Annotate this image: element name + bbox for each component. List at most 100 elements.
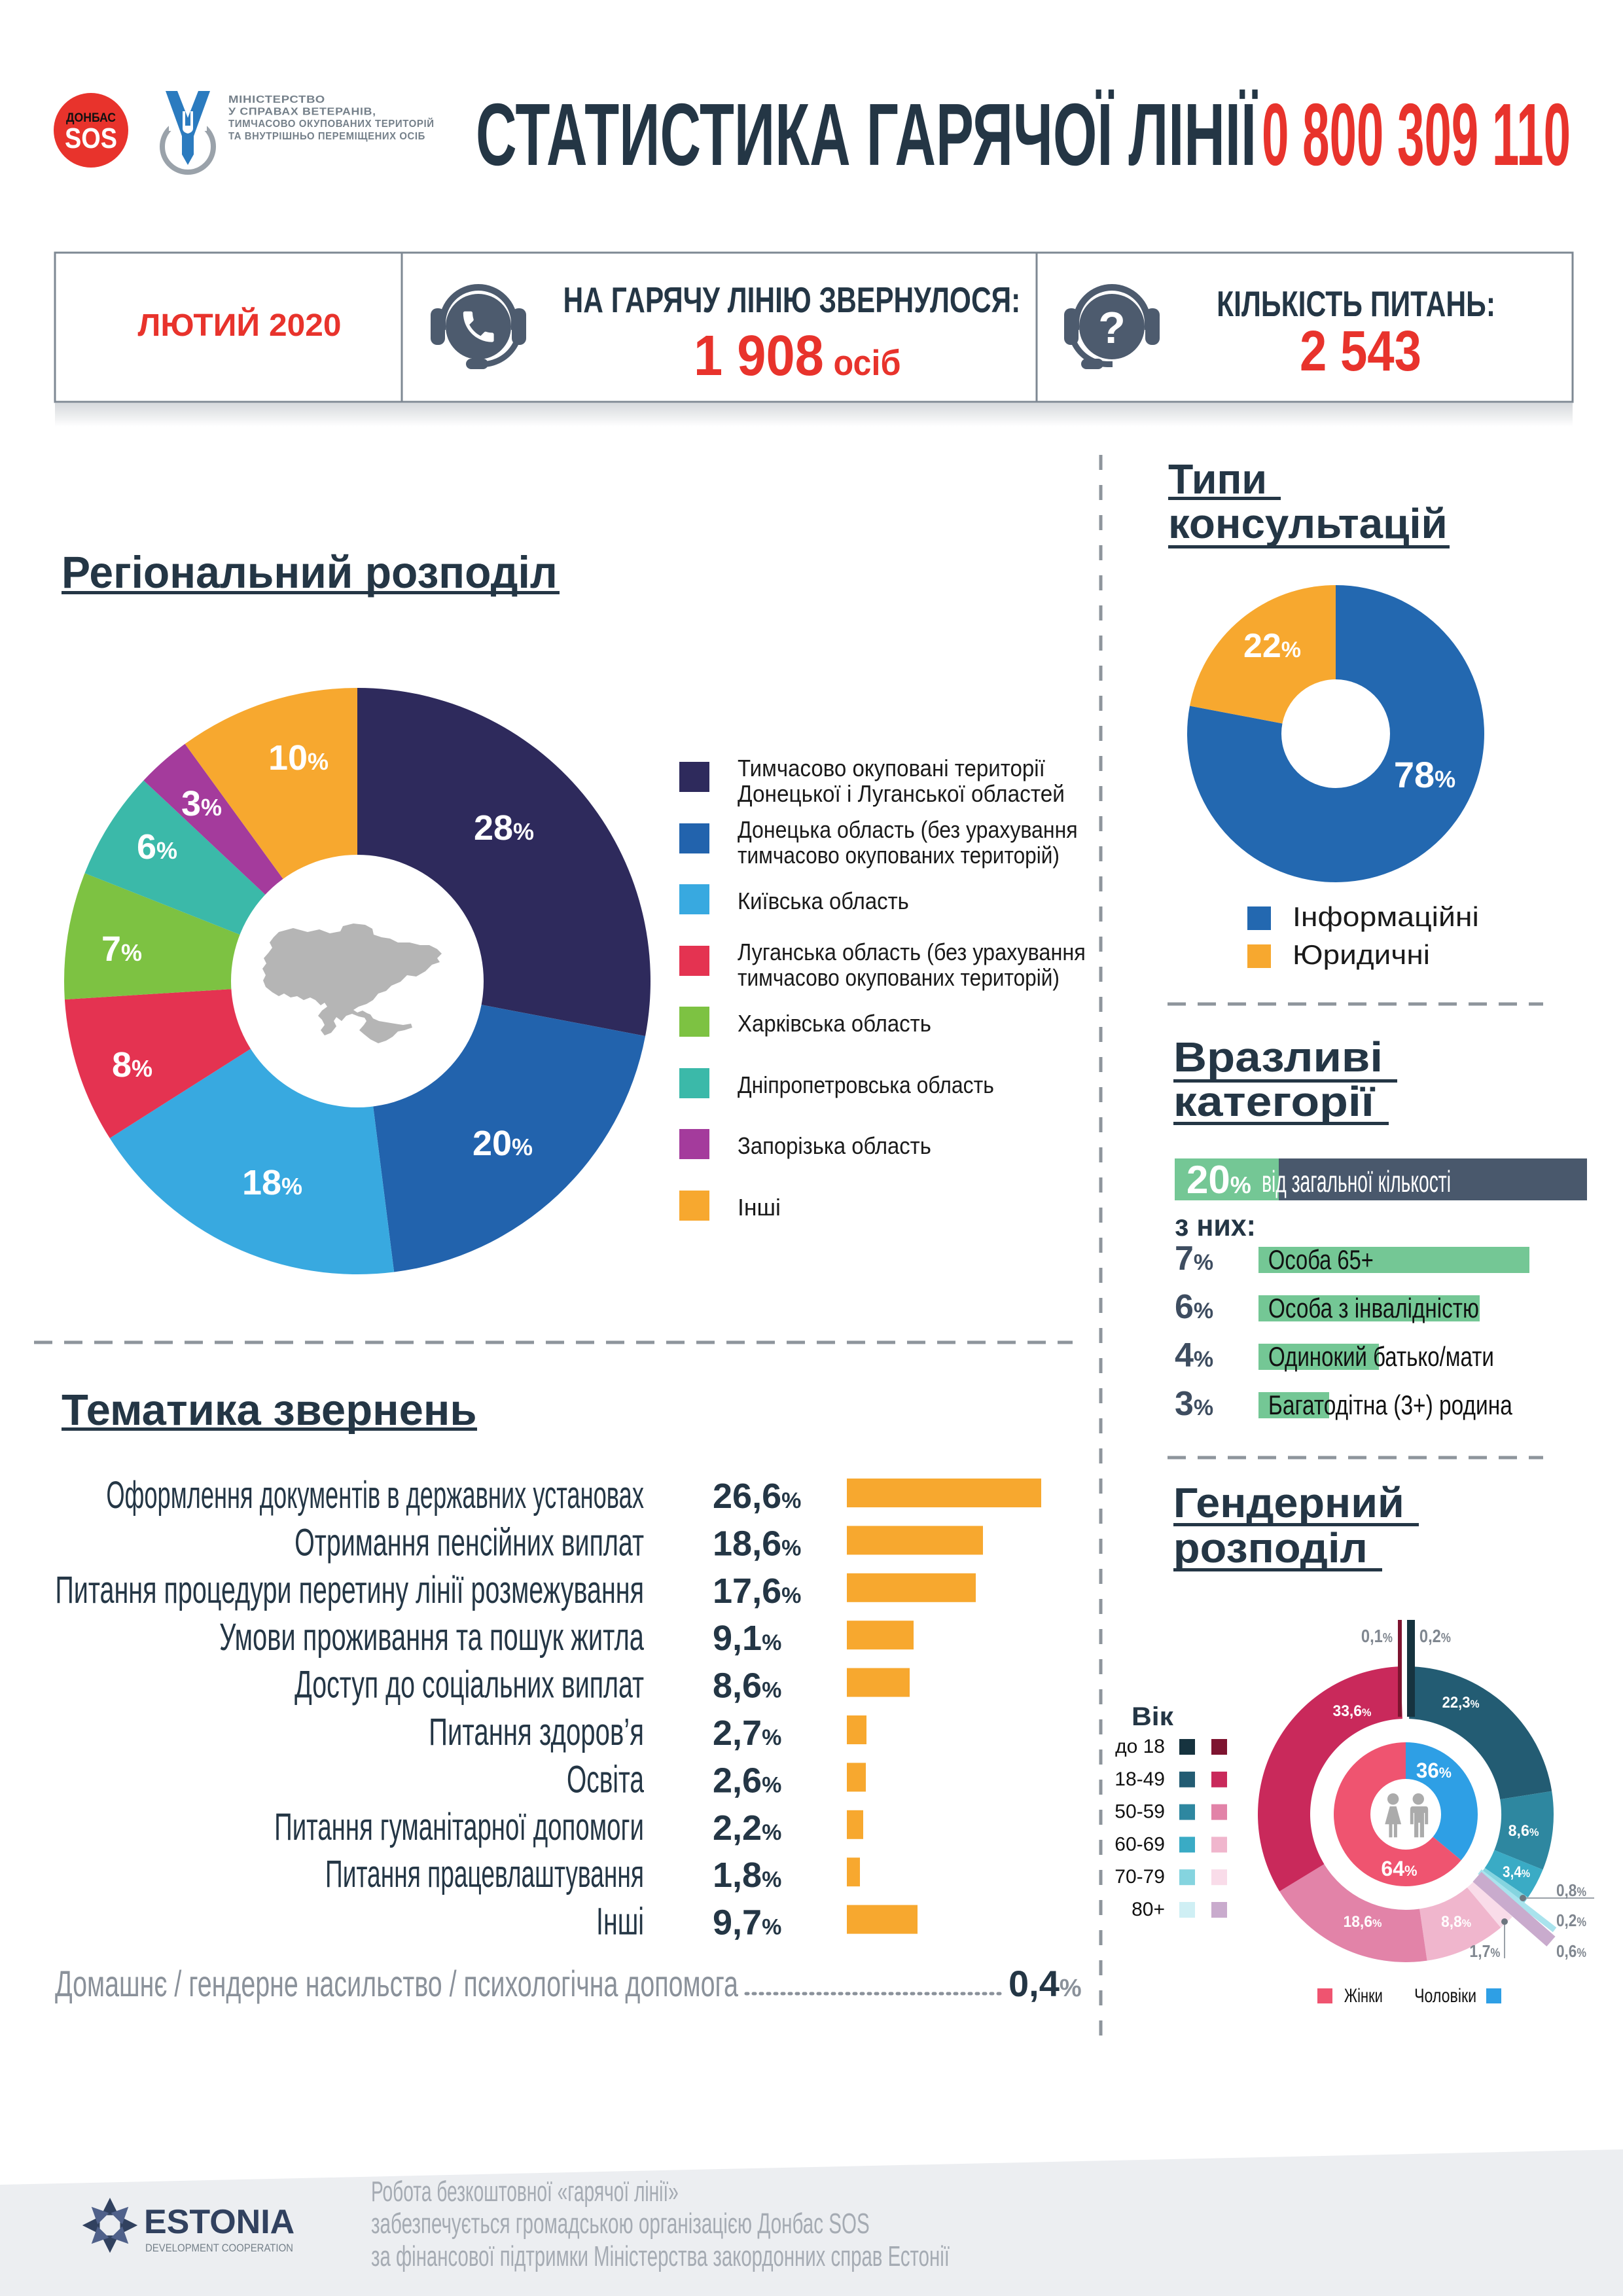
svg-text:0 800 309 110: 0 800 309 110 — [1262, 86, 1571, 185]
svg-text:6%: 6% — [137, 827, 177, 867]
svg-text:Освіта: Освіта — [567, 1759, 644, 1801]
svg-text:Оформлення документів в держав: Оформлення документів в державних устано… — [106, 1474, 644, 1516]
svg-text:80+: 80+ — [1132, 1899, 1165, 1920]
svg-text:Питання працевлаштування: Питання працевлаштування — [325, 1854, 644, 1895]
svg-text:Київська область: Київська область — [738, 889, 909, 915]
svg-text:Інші: Інші — [596, 1900, 644, 1943]
svg-text:3,4%: 3,4% — [1503, 1863, 1530, 1881]
svg-text:Інші: Інші — [738, 1194, 781, 1221]
svg-text:1,7%: 1,7% — [1469, 1943, 1500, 1962]
svg-text:60-69: 60-69 — [1115, 1833, 1165, 1855]
svg-text:10%: 10% — [268, 738, 329, 778]
svg-text:Дніпропетровська область: Дніпропетровська область — [738, 1072, 994, 1098]
svg-text:22%: 22% — [1243, 627, 1301, 665]
svg-text:36%: 36% — [1416, 1759, 1452, 1782]
svg-text:Питання гуманітарної допомоги: Питання гуманітарної допомоги — [274, 1806, 644, 1848]
svg-text:з них:: з них: — [1175, 1210, 1256, 1243]
svg-text:Луганська область (без урахува: Луганська область (без урахування — [738, 939, 1086, 965]
svg-text:33,6%: 33,6% — [1332, 1702, 1371, 1720]
svg-text:28%: 28% — [474, 808, 534, 848]
svg-text:1,8%: 1,8% — [713, 1856, 781, 1895]
svg-text:ДОНБАС: ДОНБАС — [66, 110, 116, 124]
svg-text:Запорізька область: Запорізька область — [738, 1134, 931, 1160]
svg-text:Домашнє / гендерне насильство: Домашнє / гендерне насильство / психолог… — [55, 1964, 738, 2004]
svg-text:Донецької і Луганської областе: Донецької і Луганської областей — [738, 781, 1065, 807]
svg-text:Регіональний розподіл: Регіональний розподіл — [62, 548, 558, 598]
svg-text:0,6%: 0,6% — [1556, 1943, 1586, 1962]
svg-text:0,2%: 0,2% — [1419, 1626, 1451, 1646]
svg-text:2,6%: 2,6% — [713, 1761, 781, 1800]
svg-text:2,7%: 2,7% — [713, 1713, 781, 1753]
svg-text:4%: 4% — [1175, 1336, 1213, 1374]
svg-text:Типи: Типи — [1168, 456, 1267, 503]
svg-text:ТИМЧАСОВО ОКУПОВАНИХ ТЕРИТОРІЙ: ТИМЧАСОВО ОКУПОВАНИХ ТЕРИТОРІЙ — [228, 118, 435, 130]
svg-text:22,3%: 22,3% — [1442, 1693, 1480, 1711]
svg-text:Одинокий батько/мати: Одинокий батько/мати — [1268, 1342, 1494, 1372]
svg-text:Вік: Вік — [1132, 1702, 1173, 1731]
svg-text:Інформаційні: Інформаційні — [1293, 902, 1479, 932]
svg-text:Донецька область (без урахуван: Донецька область (без урахування — [738, 817, 1078, 843]
svg-text:2 543: 2 543 — [1300, 320, 1421, 384]
svg-text:від загальної кількості: від загальної кількості — [1262, 1165, 1451, 1199]
svg-text:8%: 8% — [112, 1045, 152, 1085]
svg-text:9,1%: 9,1% — [713, 1619, 781, 1658]
svg-text:тимчасово окупованих територій: тимчасово окупованих територій) — [738, 842, 1060, 869]
svg-text:Отримання пенсійних виплат: Отримання пенсійних виплат — [294, 1521, 644, 1564]
svg-text:Харківська область: Харківська область — [738, 1011, 931, 1037]
svg-text:0,2%: 0,2% — [1556, 1912, 1586, 1931]
svg-text:категорії: категорії — [1173, 1079, 1376, 1125]
svg-text:18-49: 18-49 — [1115, 1768, 1165, 1790]
svg-text:26,6%: 26,6% — [713, 1477, 801, 1516]
svg-text:за фінансової підтримки Мініс: за фінансової підтримки Міністерства зак… — [371, 2240, 950, 2272]
svg-text:70-79: 70-79 — [1115, 1866, 1165, 1888]
svg-text:7%: 7% — [101, 929, 142, 969]
svg-text:DEVELOPMENT COOPERATION: DEVELOPMENT COOPERATION — [145, 2242, 293, 2254]
svg-text:Гендерний: Гендерний — [1173, 1479, 1404, 1526]
svg-text:Особа з інвалідністю: Особа з інвалідністю — [1268, 1293, 1479, 1324]
svg-text:Робота безкоштовної «гарячої л: Робота безкоштовної «гарячої лінії» — [371, 2176, 679, 2208]
svg-text:64%: 64% — [1381, 1857, 1417, 1880]
svg-text:Вразливі: Вразливі — [1173, 1034, 1383, 1081]
svg-text:3%: 3% — [181, 784, 222, 823]
svg-text:18%: 18% — [242, 1163, 302, 1202]
svg-text:консультацій: консультацій — [1168, 500, 1448, 547]
svg-text:9,7%: 9,7% — [713, 1903, 781, 1943]
svg-text:0,4%: 0,4% — [1008, 1963, 1082, 2004]
svg-text:7%: 7% — [1175, 1240, 1213, 1278]
svg-text:0,1%: 0,1% — [1361, 1626, 1393, 1646]
svg-text:Тематика звернень: Тематика звернень — [62, 1386, 477, 1435]
svg-text:18,6%: 18,6% — [713, 1524, 801, 1563]
svg-text:ESTONIA: ESTONIA — [144, 2203, 294, 2241]
svg-text:?: ? — [1098, 303, 1126, 353]
svg-text:18,6%: 18,6% — [1343, 1913, 1382, 1931]
svg-text:Юридичні: Юридичні — [1293, 940, 1430, 971]
svg-text:тимчасово окупованих територій: тимчасово окупованих територій) — [738, 965, 1060, 991]
svg-text:Багатодітна (3+) родина: Багатодітна (3+) родина — [1268, 1391, 1513, 1421]
svg-text:Питання процедури перетину лін: Питання процедури перетину лінії розмежу… — [55, 1568, 644, 1611]
svg-text:МІНІСТЕРСТВО: МІНІСТЕРСТВО — [228, 94, 325, 105]
svg-text:Тимчасово окуповані території: Тимчасово окуповані території — [738, 756, 1045, 782]
svg-text:Жінки: Жінки — [1344, 1984, 1383, 2007]
svg-text:8,6%: 8,6% — [1508, 1823, 1539, 1840]
svg-text:Особа 65+: Особа 65+ — [1268, 1244, 1374, 1275]
svg-text:КІЛЬКІСТЬ ПИТАНЬ:: КІЛЬКІСТЬ ПИТАНЬ: — [1217, 284, 1495, 324]
svg-text:20%: 20% — [473, 1124, 533, 1163]
svg-text:17,6%: 17,6% — [713, 1571, 801, 1611]
svg-text:забезпечується громадською орг: забезпечується громадською організацією … — [371, 2207, 870, 2239]
svg-text:Доступ до соціальних виплат: Доступ до соціальних виплат — [294, 1663, 644, 1706]
svg-text:Питання здоров’я: Питання здоров’я — [429, 1711, 644, 1753]
svg-text:78%: 78% — [1394, 754, 1455, 795]
svg-text:НА ГАРЯЧУ ЛІНІЮ ЗВЕРНУЛОСЯ:: НА ГАРЯЧУ ЛІНІЮ ЗВЕРНУЛОСЯ: — [563, 281, 1021, 320]
svg-text:2,2%: 2,2% — [713, 1808, 781, 1848]
svg-text:0,8%: 0,8% — [1556, 1882, 1586, 1901]
svg-text:8,8%: 8,8% — [1441, 1912, 1471, 1930]
svg-text:50-59: 50-59 — [1115, 1801, 1165, 1823]
svg-text:У СПРАВАХ ВЕТЕРАНІВ,: У СПРАВАХ ВЕТЕРАНІВ, — [228, 106, 376, 118]
svg-text:ТА ВНУТРІШНЬО ПЕРЕМІЩЕНИХ ОСІБ: ТА ВНУТРІШНЬО ПЕРЕМІЩЕНИХ ОСІБ — [228, 131, 425, 142]
svg-text:розподіл: розподіл — [1173, 1524, 1368, 1571]
svg-text:SOS: SOS — [65, 122, 117, 154]
svg-text:ЛЮТИЙ 2020: ЛЮТИЙ 2020 — [138, 308, 342, 343]
svg-text:Чоловіки: Чоловіки — [1414, 1984, 1476, 2007]
svg-text:8,6%: 8,6% — [713, 1666, 781, 1706]
